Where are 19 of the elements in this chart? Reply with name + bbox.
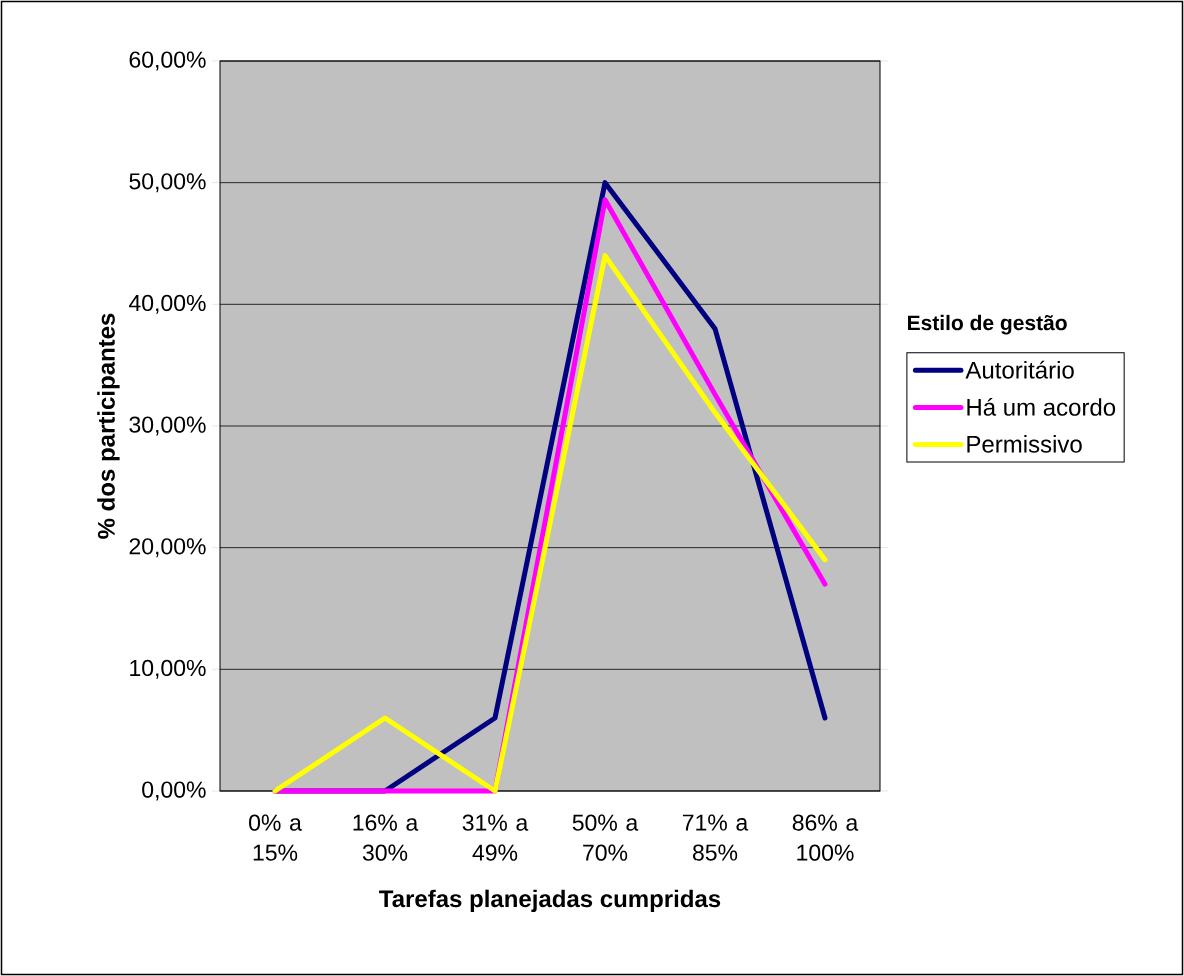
x-tick-label: 71% a 85%	[682, 814, 749, 861]
legend-label: Permissivo	[967, 435, 1082, 453]
legend-label: Autoritário	[965, 360, 1074, 379]
y-tick-label: 50,00%	[129, 173, 206, 193]
x-tick-label: 16% a 30%	[353, 814, 419, 861]
x-tick-label: 0% a 15%	[249, 814, 302, 861]
x-tick-label: 86% a 100%	[792, 814, 859, 861]
y-tick-label: 60,00%	[129, 51, 206, 71]
y-tick-label: 0,00%	[142, 781, 206, 801]
y-tick-label: 20,00%	[129, 538, 206, 558]
y-tick-label: 40,00%	[129, 294, 206, 314]
y-tick-label: 10,00%	[130, 659, 206, 679]
legend-title: Estilo de gestão	[908, 314, 1067, 335]
y-tick-label: 30,00%	[129, 416, 206, 436]
legend-label: Há um acordo	[967, 397, 1116, 416]
x-tick-label: 31% a 49%	[462, 814, 529, 861]
y-axis-title: % dos participantes	[97, 313, 120, 539]
x-tick-label: 50% a 70%	[572, 814, 639, 861]
x-axis-title: Tarefas planejadas cumpridas	[379, 889, 721, 913]
